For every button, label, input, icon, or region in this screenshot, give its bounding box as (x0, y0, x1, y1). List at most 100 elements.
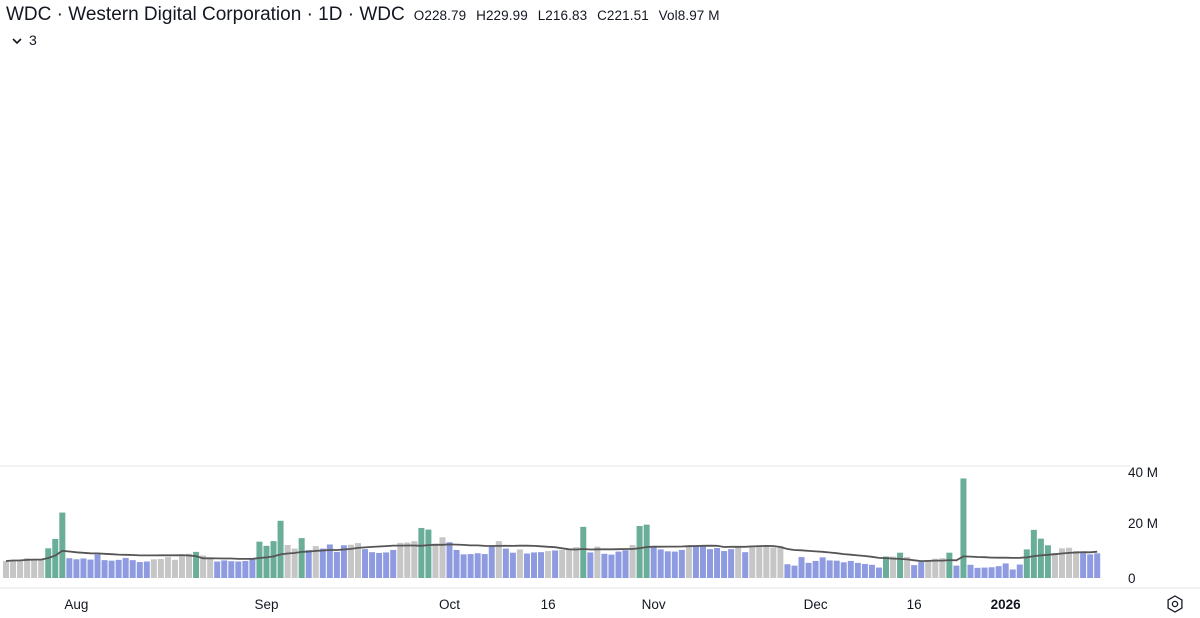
volume-bar (1030, 529, 1037, 578)
volume-bar (805, 562, 812, 578)
volume-bar (347, 544, 354, 578)
volume-bar (1009, 569, 1016, 578)
volume-bar (868, 564, 875, 578)
volume-bar (326, 544, 333, 578)
volume-bar (854, 562, 861, 578)
volume-bar (1037, 538, 1044, 578)
volume-bar (390, 549, 397, 578)
volume-bar (17, 560, 24, 578)
time-tick-label: Sep (254, 597, 278, 612)
volume-bar (509, 552, 516, 578)
volume-bar (573, 547, 580, 578)
volume-bar (608, 554, 615, 578)
volume-bar (397, 542, 404, 578)
ohlc-values: O228.79 H229.99 L216.83 C221.51 Vol8.97 … (414, 8, 726, 23)
open-value: O228.79 (413, 8, 467, 23)
volume-bar (1080, 553, 1087, 578)
volume-bar (735, 546, 742, 578)
volume-bar (728, 549, 735, 578)
volume-bar (721, 551, 728, 578)
volume-bar (481, 554, 488, 578)
volume-bar (24, 558, 31, 578)
volume-bar (749, 546, 756, 578)
volume-bar (228, 561, 235, 578)
volume-bar (629, 545, 636, 578)
volume-bar (474, 553, 481, 578)
volume-bar (1066, 547, 1073, 578)
close-value: C221.51 (597, 8, 649, 23)
volume-bar (502, 548, 509, 578)
volume-bar (840, 562, 847, 578)
volume-bar (418, 527, 425, 578)
volume-bar (552, 550, 559, 578)
volume-bar (939, 558, 946, 578)
indicators-toggle[interactable]: 3 (12, 32, 37, 48)
volume-bar (523, 553, 530, 578)
volume-bar (59, 512, 66, 578)
volume-bar (861, 563, 868, 578)
volume-bar (911, 565, 918, 578)
chevron-down-icon[interactable] (12, 36, 22, 48)
volume-bar (1073, 551, 1080, 578)
volume-bar (171, 559, 178, 578)
volume-bar (714, 548, 721, 578)
volume-bar (52, 538, 59, 578)
volume-bar (763, 546, 770, 578)
volume-bar (115, 559, 122, 578)
volume-bar (214, 561, 221, 578)
volume-bar (333, 551, 340, 578)
volume-bar (319, 548, 326, 578)
volume-bar (791, 565, 798, 578)
volume-bar (777, 546, 784, 578)
volume-bar (143, 561, 150, 578)
volume-bar (946, 552, 953, 578)
volume-bar (1051, 552, 1058, 578)
gear-icon[interactable] (1166, 595, 1184, 613)
volume-bar (812, 560, 819, 578)
volume-bar (263, 545, 270, 578)
volume-bar (221, 560, 228, 578)
volume-bar (340, 545, 347, 578)
volume-bar (312, 546, 319, 578)
volume-bar (200, 555, 207, 578)
volume-bar (699, 545, 706, 578)
volume-bar (439, 537, 446, 578)
volume-bar (404, 542, 411, 578)
volume-bar (784, 564, 791, 578)
volume-bar (770, 547, 777, 578)
volume-bar (883, 556, 889, 578)
volume-bar (890, 556, 897, 578)
symbol-title[interactable]: WDC · Western Digital Corporation · 1D ·… (6, 4, 405, 25)
volume-bar (1023, 549, 1030, 578)
volume-bar (256, 541, 263, 578)
volume-bar (129, 560, 136, 578)
volume-bar (235, 561, 242, 578)
volume-bar (157, 559, 164, 578)
volume-bar (80, 558, 87, 578)
volume-bar (460, 554, 467, 578)
time-tick-label: 16 (907, 597, 922, 612)
volume-bar (446, 542, 453, 578)
volume-bar (531, 552, 537, 578)
time-tick-label: Oct (439, 597, 460, 612)
volume-bar (1044, 545, 1051, 578)
volume-bar (136, 562, 143, 578)
volume-bar (995, 566, 1002, 578)
volume-bar (559, 549, 566, 578)
volume-bar (38, 559, 45, 578)
indicators-count: 3 (29, 32, 37, 48)
time-tick-label: Aug (64, 597, 88, 612)
volume-bar (847, 560, 854, 578)
volume-bar (425, 529, 432, 578)
volume-bar (488, 546, 495, 578)
volume-bar (186, 553, 193, 578)
volume-bar (383, 552, 390, 578)
volume-bar (538, 552, 545, 578)
time-tick-label: Dec (804, 597, 828, 612)
volume-bar (411, 541, 418, 578)
volume-bar (1094, 553, 1101, 578)
volume-bar (495, 541, 502, 578)
volume-bar (101, 560, 108, 578)
volume-bar (87, 559, 94, 578)
